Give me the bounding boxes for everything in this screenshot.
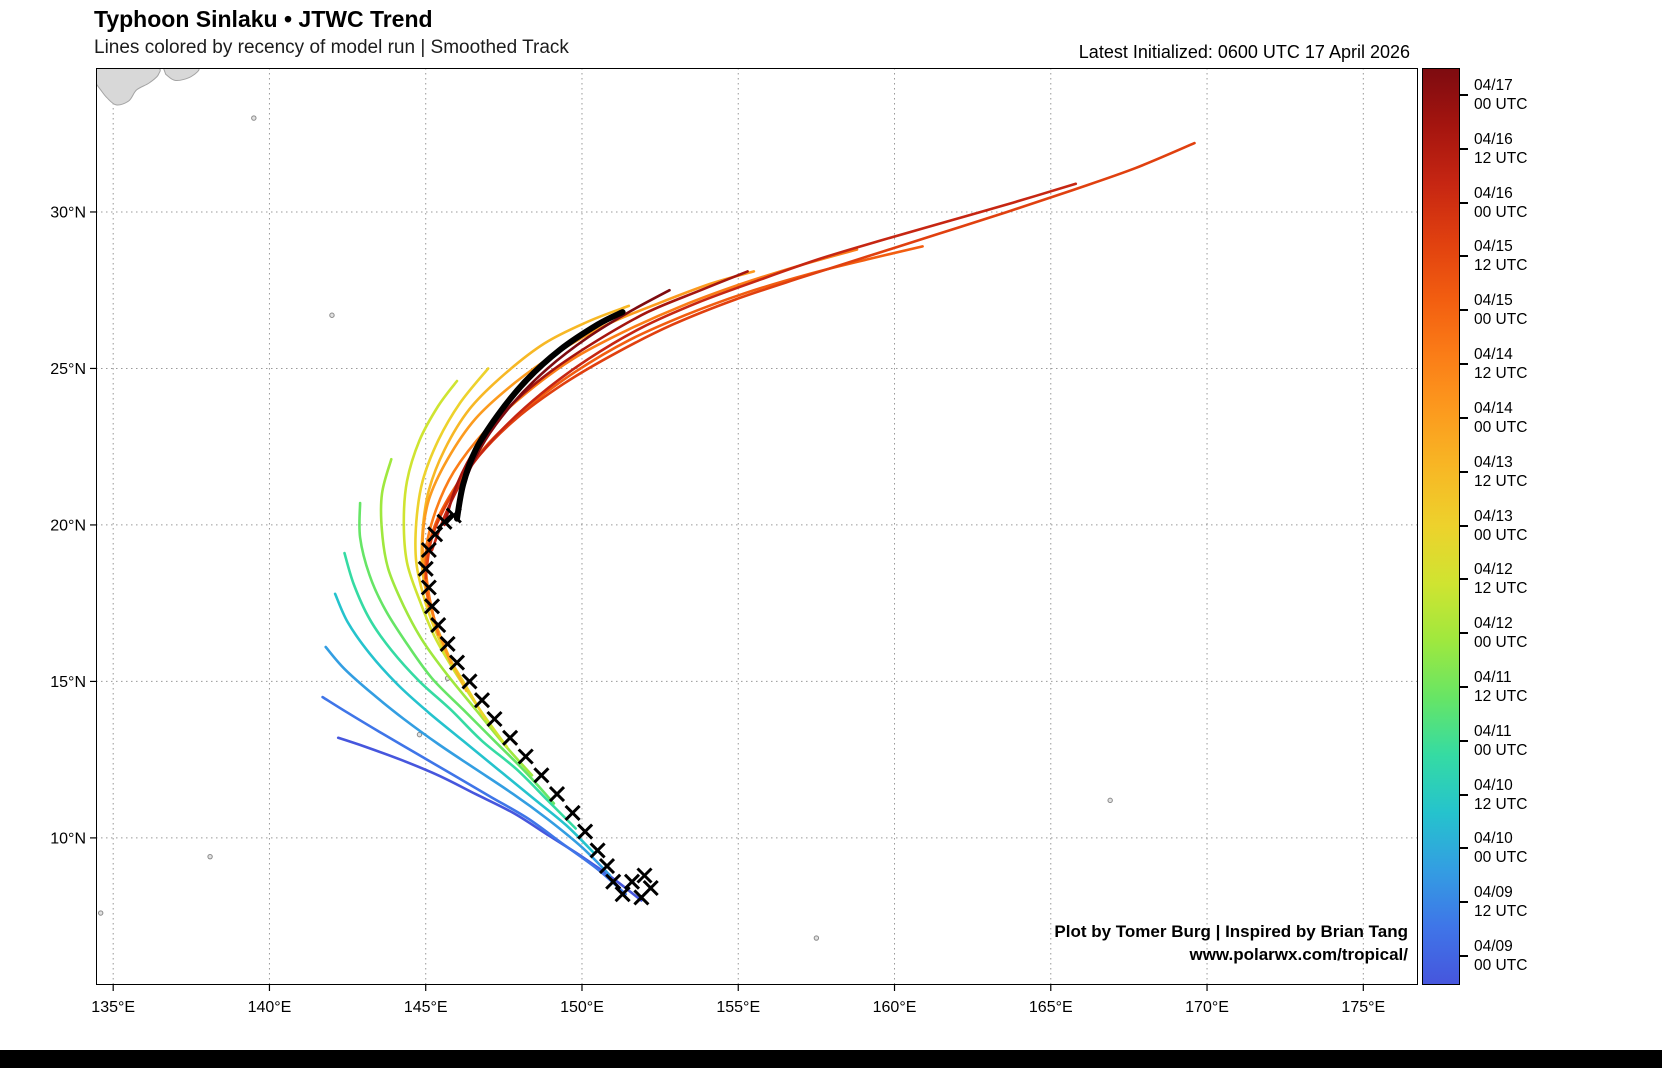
model-track-line [336,736,643,902]
model-track-line [321,695,627,896]
colorbar-label: 04/16 00 UTC [1474,184,1528,221]
colorbar-tick [1460,524,1468,527]
x-axis-label: 145°E [404,999,448,1016]
colorbar-label: 04/13 00 UTC [1474,507,1528,544]
colorbar-tick [1460,93,1468,96]
model-track-line [333,592,596,855]
colorbar-label: 04/12 00 UTC [1474,615,1528,652]
x-axis-label: 155°E [716,999,760,1016]
latest-forecast-track [454,309,626,522]
colorbar-tick [1460,147,1468,150]
model-track-line [424,141,1196,580]
landmass [96,68,161,106]
island [329,312,335,318]
y-axis-label: 15°N [50,674,86,691]
island [416,731,423,738]
attribution-url: www.polarwx.com/tropical/ [1189,945,1408,964]
colorbar-tick [1460,847,1468,850]
colorbar-tick [1460,793,1468,796]
plot-frame [96,68,1418,985]
y-axis-label: 20°N [50,517,86,534]
colorbar-tick [1460,309,1468,312]
colorbar-label: 04/09 00 UTC [1474,938,1528,975]
colorbar-label: 04/10 12 UTC [1474,776,1528,813]
colorbar-tick [1460,255,1468,258]
x-axis-label: 165°E [1029,999,1073,1016]
colorbar-tick [1460,685,1468,688]
x-axis-label: 135°E [91,999,135,1016]
latest-initialized-label: Latest Initialized: 0600 UTC 17 April 20… [1078,42,1410,62]
model-track-line [379,457,534,777]
model-track-line [430,182,1078,552]
x-axis-label: 170°E [1185,999,1229,1016]
colorbar-label: 04/10 00 UTC [1474,830,1528,867]
color-scale-bar [1422,68,1460,985]
model-track-line [358,501,556,805]
colorbar-label: 04/11 12 UTC [1474,668,1528,705]
colorbar-label: 04/11 00 UTC [1474,722,1528,759]
island [97,910,104,916]
colorbar-label: 04/14 00 UTC [1474,399,1528,436]
colorbar-label: 04/16 12 UTC [1474,130,1528,167]
colorbar-tick [1460,578,1468,581]
page-subtitle: Lines colored by recency of model run | … [94,37,569,58]
observed-track-x-markers [417,507,659,906]
colorbar-label: 04/12 12 UTC [1474,561,1528,598]
colorbar-label: 04/15 12 UTC [1474,238,1528,275]
colorbar-label: 04/17 00 UTC [1474,76,1528,113]
colorbar-tick [1460,901,1468,904]
bottom-bar [0,1050,1662,1068]
colorbar-tick [1460,363,1468,366]
colorbar-tick [1460,416,1468,419]
island [1107,797,1113,804]
colorbar-tick [1460,470,1468,473]
model-track-line [324,645,612,877]
colorbar-label: 04/14 12 UTC [1474,346,1528,383]
island [813,935,820,941]
x-axis-label: 160°E [873,999,917,1016]
colorbar-tick [1460,632,1468,635]
colorbar-tick [1460,201,1468,204]
colorbar-label: 04/15 00 UTC [1474,292,1528,329]
x-axis-label: 140°E [248,999,292,1016]
x-axis-label: 150°E [560,999,604,1016]
y-axis-label: 10°N [50,830,86,847]
colorbar-label: 04/13 12 UTC [1474,453,1528,490]
y-axis-label: 30°N [50,204,86,221]
track-map-plot: 135°E 140°E 145°E 150°E 155°E 160°E 165°E 170°E… [50,68,1418,1016]
model-track-line [343,551,577,830]
page-title: Typhoon Sinlaku • JTWC Trend [94,6,433,32]
y-axis-label: 25°N [50,361,86,378]
island [207,853,213,860]
island [251,115,257,121]
colorbar-label: 04/09 12 UTC [1474,884,1528,921]
x-axis-label: 175°E [1341,999,1385,1016]
attribution-line1: Plot by Tomer Burg | Inspired by Brian T… [1054,922,1408,941]
colorbar-tick [1460,955,1468,958]
colorbar-tick [1460,739,1468,742]
landmass [162,68,200,82]
colorbar: 04/17 00 UTC 04/16 12 UTC 04/16 00 UTC 04/15 12… [1422,68,1660,985]
model-track-line [443,270,749,527]
